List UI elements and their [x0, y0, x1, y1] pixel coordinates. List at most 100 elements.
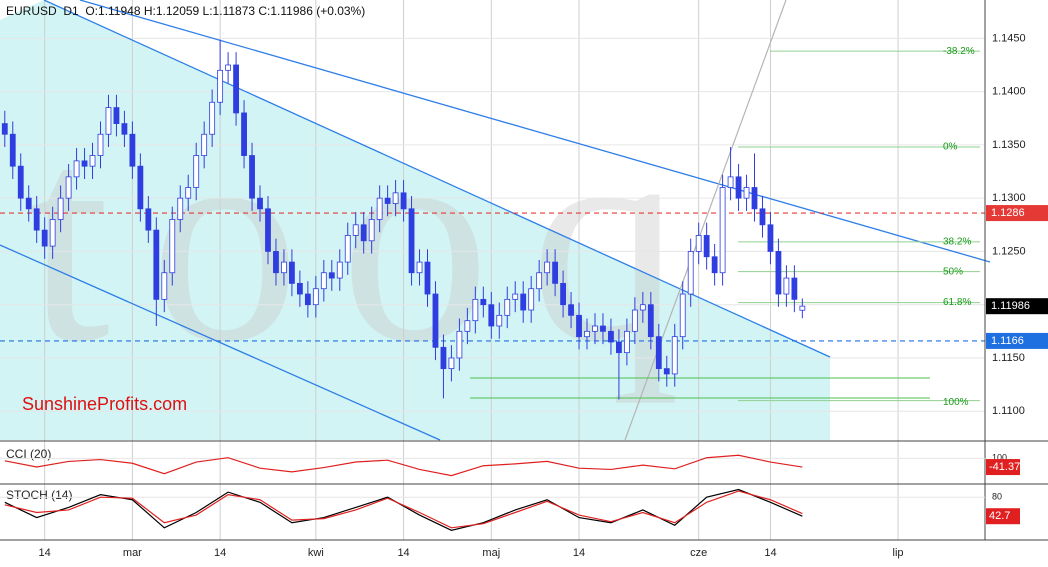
candle-body — [448, 357, 455, 370]
candle-body — [392, 192, 399, 204]
x-tick-label: mar — [123, 547, 142, 559]
candle-body — [623, 330, 630, 354]
level-box — [986, 298, 1048, 315]
candle-body — [249, 155, 255, 199]
candle-body — [209, 101, 216, 135]
channel-line — [79, 0, 991, 263]
candle-body — [663, 368, 670, 375]
value-box — [986, 459, 1020, 476]
candle-body — [57, 197, 64, 220]
candle-body — [105, 107, 112, 135]
fib-label: 100% — [943, 397, 969, 408]
candle-body — [488, 304, 495, 327]
candle-body — [65, 176, 72, 199]
fib-label: 0% — [943, 142, 958, 153]
y-tick-label: 1.1250 — [992, 245, 1026, 257]
x-tick-label: 14 — [39, 547, 51, 559]
level-label: 1.11986 — [991, 300, 1030, 312]
candle-body — [464, 320, 471, 332]
candle-body — [727, 176, 734, 188]
candle-body — [568, 304, 574, 316]
candle-body — [336, 261, 343, 279]
candle-body — [41, 229, 48, 247]
candle-body — [241, 112, 247, 156]
brand: SunshineProfits.com — [22, 394, 187, 414]
candle-body — [161, 272, 168, 300]
candle-body — [472, 298, 479, 322]
candle-body — [679, 293, 686, 338]
channel-line — [43, 0, 831, 358]
indicator-line — [4, 488, 803, 531]
fib-label: 50% — [943, 266, 963, 277]
candle-body — [281, 261, 287, 274]
candle-body — [416, 261, 423, 274]
candle-body — [17, 165, 24, 199]
candle-body — [799, 305, 806, 311]
level-label: 1.1166 — [991, 335, 1024, 347]
candle-body — [257, 197, 263, 210]
candle-body — [671, 336, 678, 375]
candle-body — [304, 293, 311, 306]
x-tick-label: maj — [482, 547, 500, 559]
candle-body — [265, 208, 271, 252]
candle-body — [616, 341, 622, 354]
candle-body — [145, 208, 152, 231]
y-tick-label: 80 — [992, 492, 1002, 502]
fib-label: -38.2% — [943, 46, 975, 57]
candle-body — [528, 288, 535, 311]
value-box — [986, 508, 1020, 525]
trend-line — [624, 0, 787, 441]
chart-title: EURUSD D1 O:1.11948 H:1.12059 L:1.11873 … — [6, 4, 365, 18]
candle-body — [496, 314, 503, 327]
candle-body — [560, 282, 566, 306]
candle-body — [631, 309, 638, 332]
candle-body — [584, 330, 590, 338]
candle-body — [687, 251, 694, 295]
candle-body — [193, 155, 200, 188]
candle-body — [432, 293, 439, 348]
x-tick-label: lip — [893, 547, 904, 559]
candle-body — [137, 165, 144, 210]
candle-body — [647, 304, 654, 338]
candle-body — [9, 133, 16, 167]
candle-body — [1, 123, 8, 135]
candle-body — [129, 133, 136, 167]
candle-body — [408, 208, 415, 274]
candle-body — [113, 107, 120, 124]
y-tick-label: 1.1300 — [992, 192, 1026, 204]
candle-body — [719, 187, 726, 274]
candle-body — [352, 224, 359, 236]
y-tick-label: 1.1350 — [992, 139, 1026, 151]
candle-body — [743, 187, 750, 199]
candle-body — [711, 256, 718, 274]
candle-body — [783, 277, 790, 295]
candle-body — [512, 293, 519, 300]
indicator-title: STOCH (14) — [6, 488, 72, 502]
candle-body — [328, 272, 335, 279]
watermark: Stooq — [0, 72, 720, 405]
candle-body — [384, 197, 391, 204]
candle-body — [97, 133, 104, 156]
level-box — [986, 332, 1048, 349]
candle-body — [703, 235, 710, 258]
candle-body — [639, 304, 646, 311]
candle-body — [695, 235, 702, 252]
x-tick-label: kwi — [308, 547, 324, 559]
x-tick-label: cze — [690, 547, 707, 559]
candle-body — [81, 160, 88, 167]
candle-body — [775, 251, 782, 295]
candle-body — [456, 330, 463, 359]
candle-body — [312, 288, 319, 306]
candle-body — [169, 219, 176, 274]
channel-line — [0, 244, 441, 441]
channel-fill — [0, 0, 830, 440]
y-tick-label: 1.1100 — [992, 405, 1025, 417]
candle-body — [121, 123, 128, 135]
candle-body — [201, 133, 208, 156]
candle-body — [592, 325, 598, 332]
candle-body — [89, 155, 96, 167]
y-tick-label: 1.1400 — [992, 86, 1026, 98]
candle-body — [759, 208, 766, 226]
candle-body — [504, 298, 511, 316]
